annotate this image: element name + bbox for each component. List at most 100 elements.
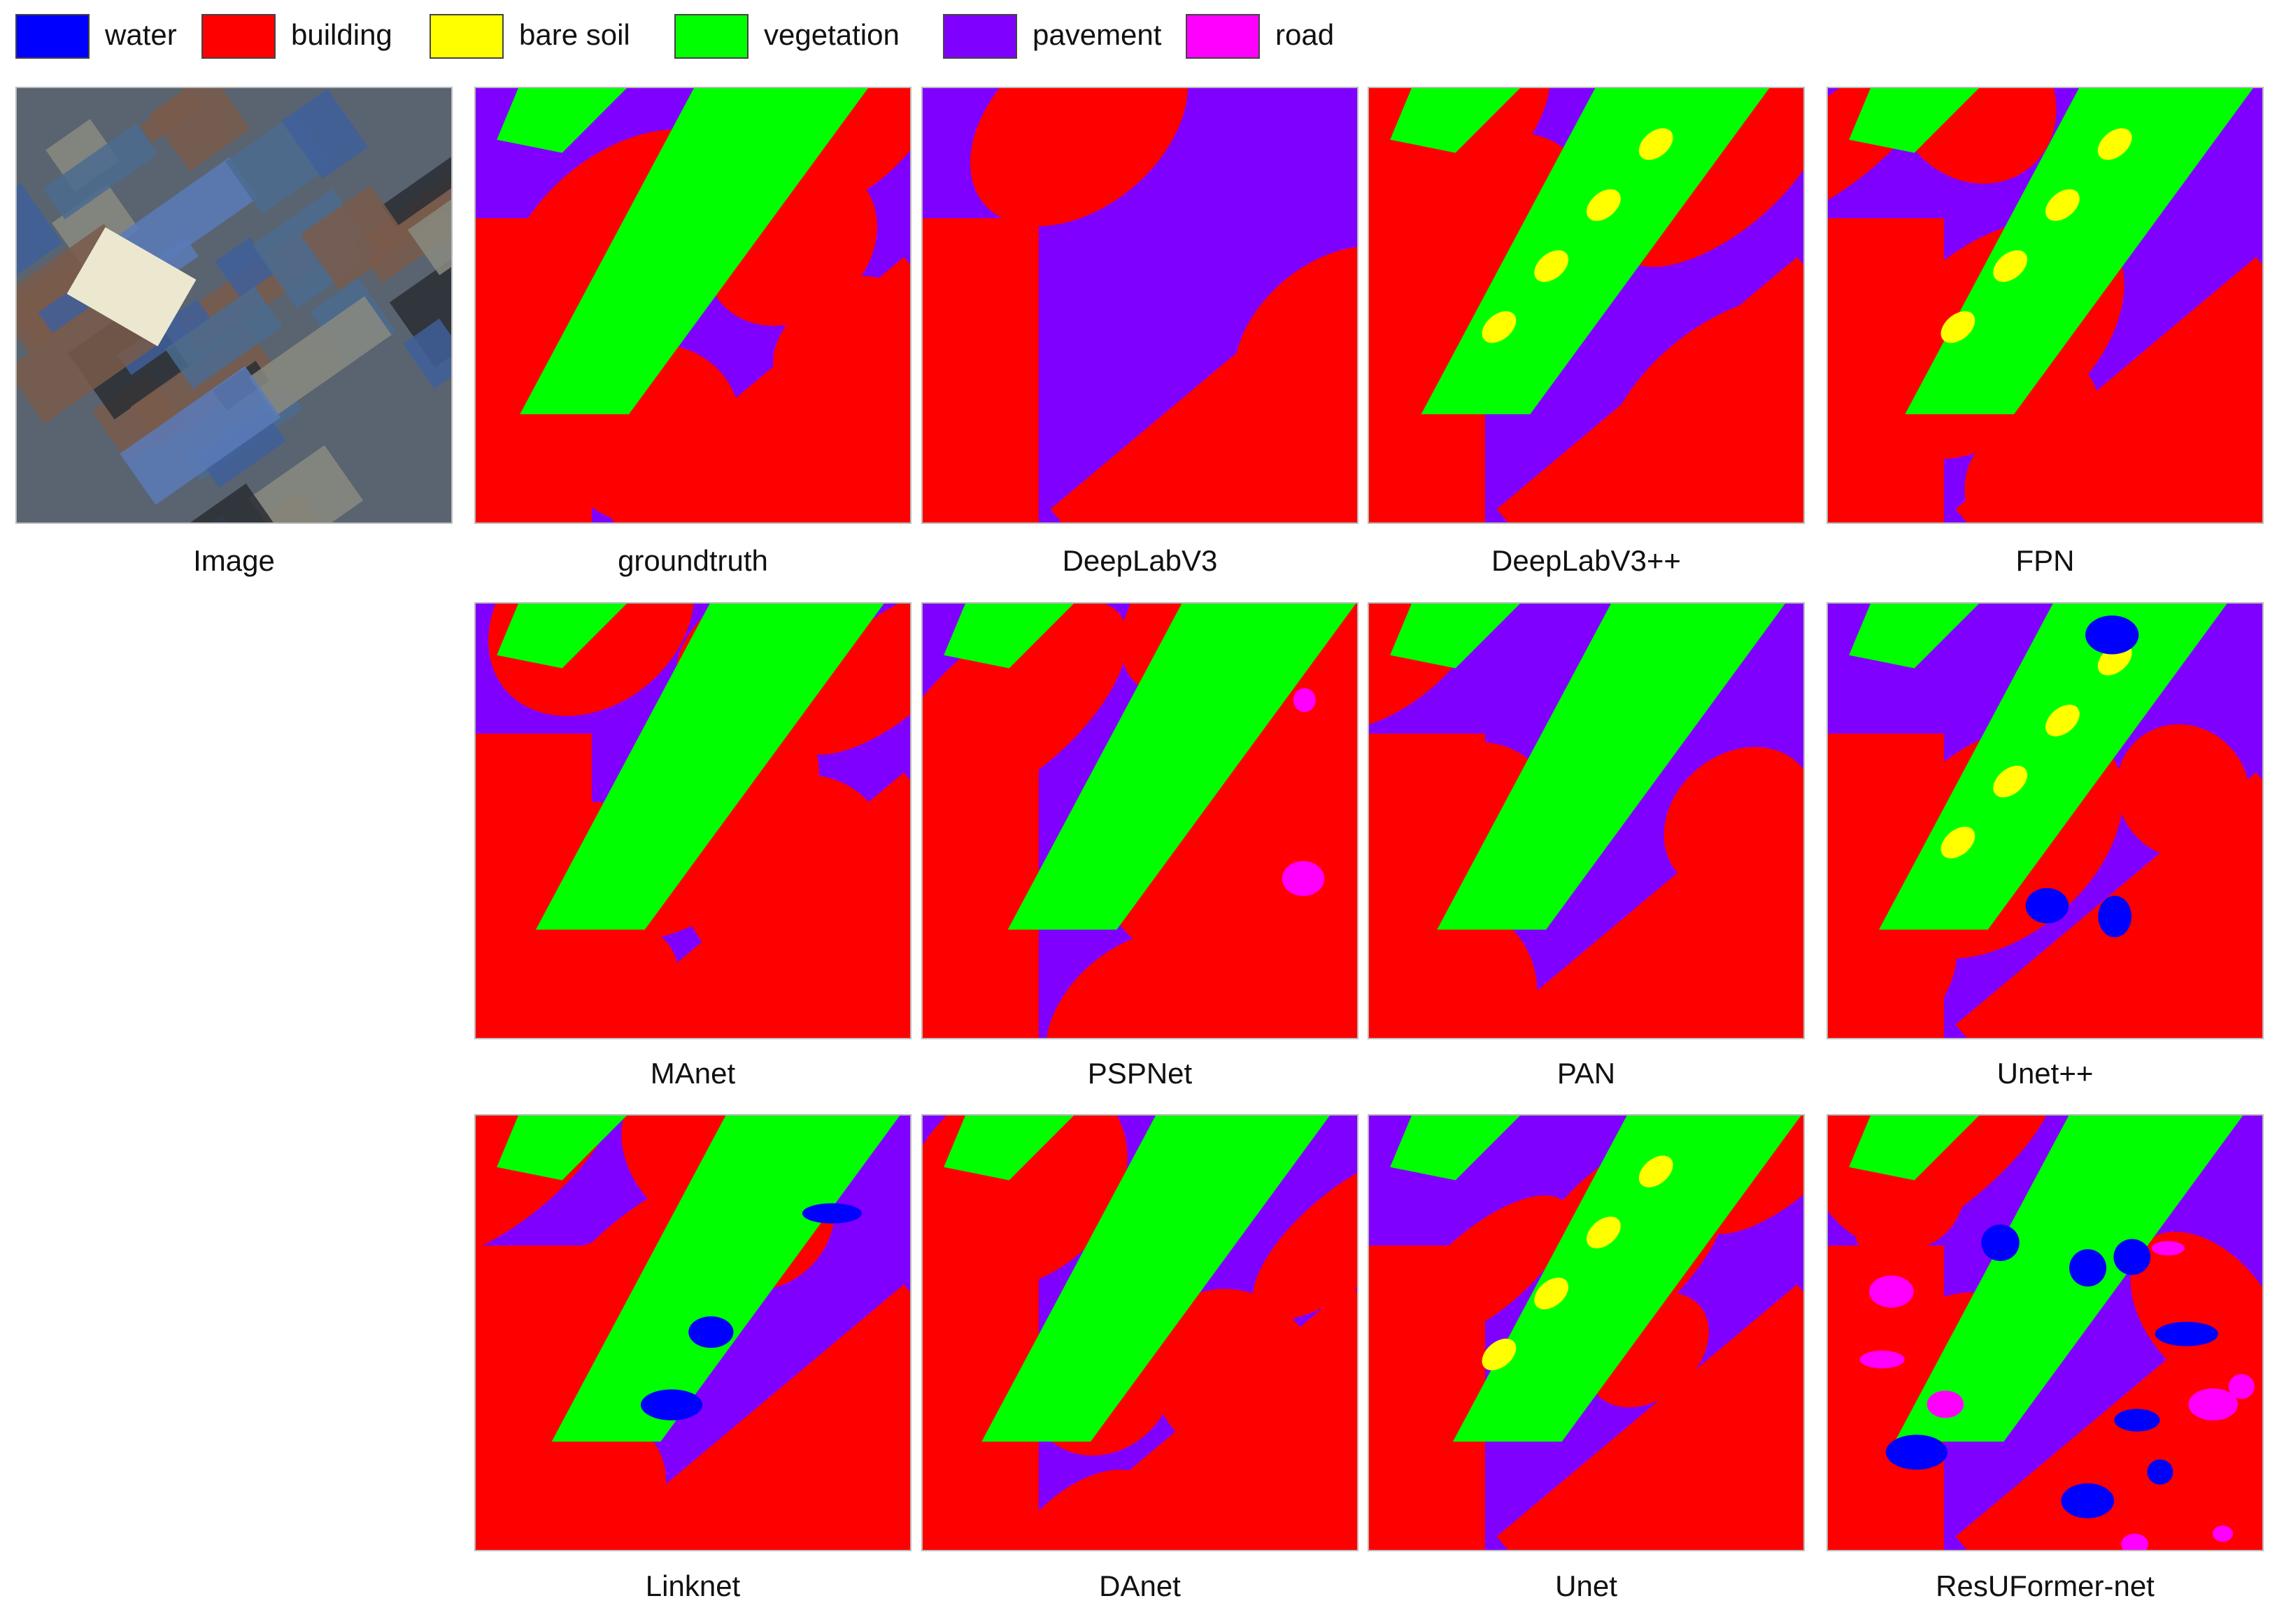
- seg-building: [1050, 257, 1358, 523]
- legend-swatch: [1186, 14, 1260, 59]
- photo-block: [407, 147, 452, 276]
- seg-building: [922, 218, 1039, 523]
- seg-building: [1050, 772, 1358, 1039]
- panel: [475, 603, 911, 1039]
- seg-water: [2061, 1483, 2115, 1518]
- seg-water: [802, 1203, 863, 1224]
- seg-vegetation: [497, 1115, 628, 1181]
- seg-building: [1894, 87, 2057, 184]
- photo-block: [149, 87, 250, 171]
- panel-caption: Unet++: [1997, 1057, 2094, 1090]
- seg-building: [791, 603, 911, 755]
- seg-building: [1252, 1153, 1358, 1320]
- seg-building: [603, 257, 911, 523]
- seg-bare-soil: [2097, 128, 2132, 160]
- panel: [1368, 87, 1804, 523]
- seg-water: [640, 1389, 703, 1420]
- seg-vegetation: [944, 603, 1075, 669]
- seg-building: [1496, 1284, 1804, 1551]
- seg-vegetation: [1437, 603, 1786, 930]
- panel-border: [921, 602, 1359, 1039]
- seg-building: [970, 87, 1189, 227]
- seg-vegetation: [944, 1115, 1075, 1181]
- seg-bare-soil: [1534, 250, 1569, 283]
- photo-block: [165, 286, 283, 390]
- panel-border: [1826, 1114, 2264, 1551]
- seg-bare-soil: [1941, 826, 1975, 859]
- seg-bare-soil: [1638, 128, 1673, 160]
- photo-block: [300, 185, 410, 290]
- seg-road: [2121, 1533, 2148, 1551]
- panel-caption: groundtruth: [618, 544, 768, 577]
- photo-block: [139, 90, 201, 143]
- seg-road: [2228, 1374, 2255, 1399]
- panel: [1827, 1115, 2263, 1551]
- seg-road: [2151, 1241, 2185, 1255]
- seg-vegetation: [497, 87, 628, 153]
- panel-caption: DeepLabV3++: [1491, 544, 1681, 577]
- seg-vegetation: [1007, 603, 1357, 930]
- seg-building: [1955, 772, 2263, 1039]
- photo-block: [163, 483, 274, 523]
- photo-roof: [66, 227, 197, 347]
- panel-border: [921, 87, 1359, 524]
- seg-bare-soil: [1587, 189, 1621, 221]
- seg-water: [1981, 1224, 2020, 1262]
- photo-block: [199, 411, 287, 488]
- seg-road: [2188, 1388, 2239, 1421]
- seg-building: [603, 772, 911, 1039]
- panel-border: [474, 87, 911, 524]
- legend-swatch: [201, 14, 276, 59]
- seg-road: [1868, 1275, 1914, 1308]
- panel-caption: FPN: [2016, 544, 2075, 577]
- seg-vegetation: [1849, 1115, 1980, 1181]
- seg-water: [2069, 1249, 2107, 1287]
- seg-vegetation: [497, 603, 628, 669]
- panel-caption: DAnet: [1099, 1569, 1181, 1602]
- seg-building: [1827, 218, 1944, 523]
- seg-water: [1885, 1434, 1948, 1470]
- seg-vegetation: [1905, 87, 2254, 415]
- seg-bare-soil: [2045, 704, 2080, 736]
- legend-swatch: [943, 14, 1017, 59]
- seg-road: [2212, 1525, 2233, 1542]
- legend-label: building: [291, 18, 392, 51]
- legend-label: water: [104, 18, 177, 51]
- legend-label: pavement: [1033, 18, 1162, 51]
- panel: [16, 87, 452, 523]
- seg-bare-soil: [1482, 1338, 1517, 1371]
- seg-building: [1496, 257, 1804, 523]
- seg-bare-soil: [2045, 189, 2080, 221]
- legend-swatch: [430, 14, 504, 59]
- panel-caption: PAN: [1557, 1057, 1615, 1090]
- seg-water: [2025, 888, 2069, 924]
- panel-caption: Image: [193, 544, 275, 577]
- seg-building: [1368, 1245, 1485, 1551]
- seg-building: [603, 1284, 911, 1551]
- seg-building: [1955, 257, 2263, 523]
- seg-building: [922, 733, 1039, 1039]
- photo-block: [381, 153, 452, 227]
- panel-caption: PSPNet: [1088, 1057, 1193, 1090]
- seg-vegetation: [551, 1115, 901, 1442]
- seg-vegetation: [520, 87, 869, 415]
- seg-water: [2098, 895, 2131, 938]
- seg-bare-soil: [1638, 1155, 1673, 1188]
- seg-building: [1272, 681, 1358, 835]
- panel-border: [1826, 87, 2264, 524]
- panel-caption: MAnet: [651, 1057, 736, 1090]
- seg-vegetation: [981, 1115, 1331, 1442]
- seg-road: [1282, 861, 1325, 897]
- seg-vegetation: [535, 603, 885, 930]
- panel-border: [474, 602, 911, 1039]
- photo-block: [118, 157, 258, 276]
- seg-water: [2113, 1239, 2151, 1275]
- seg-vegetation: [1849, 603, 1980, 669]
- seg-bare-soil: [1993, 765, 2028, 798]
- panel: [1368, 1115, 1804, 1551]
- panel: [475, 87, 911, 523]
- panel: [1827, 603, 2263, 1039]
- panel-border: [1368, 602, 1805, 1039]
